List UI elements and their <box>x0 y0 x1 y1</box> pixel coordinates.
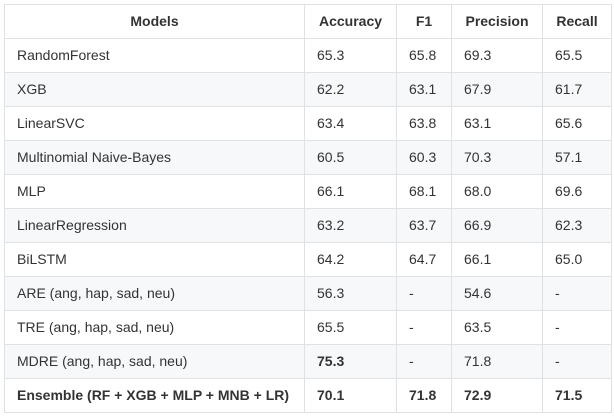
cell-accuracy: 62.2 <box>304 72 397 107</box>
cell-precision: 66.1 <box>451 242 543 277</box>
cell-recall: - <box>542 344 612 379</box>
cell-accuracy: 60.5 <box>304 140 397 175</box>
cell-precision: 63.5 <box>451 310 543 345</box>
cell-model: BiLSTM <box>4 242 305 277</box>
cell-f1: 64.7 <box>396 242 452 277</box>
cell-precision: 67.9 <box>451 72 543 107</box>
cell-recall: 57.1 <box>542 140 612 175</box>
cell-model: MLP <box>4 174 305 209</box>
cell-f1: 65.8 <box>396 38 452 73</box>
cell-recall: 65.5 <box>542 38 612 73</box>
table-row: TRE (ang, hap, sad, neu) 65.5 - 63.5 - <box>4 310 612 345</box>
cell-recall: 65.0 <box>542 242 612 277</box>
cell-f1: 60.3 <box>396 140 452 175</box>
cell-model: XGB <box>4 72 305 107</box>
cell-f1: 63.8 <box>396 106 452 141</box>
cell-precision: 68.0 <box>451 174 543 209</box>
cell-precision: 71.8 <box>451 344 543 379</box>
cell-precision: 69.3 <box>451 38 543 73</box>
cell-precision: 66.9 <box>451 208 543 243</box>
cell-accuracy: 56.3 <box>304 276 397 311</box>
cell-precision: 70.3 <box>451 140 543 175</box>
results-table: Models Accuracy F1 Precision Recall Rand… <box>4 4 612 413</box>
cell-recall: - <box>542 276 612 311</box>
cell-f1: 63.7 <box>396 208 452 243</box>
table-row: MLP 66.1 68.1 68.0 69.6 <box>4 174 612 209</box>
header-accuracy: Accuracy <box>304 4 397 39</box>
cell-precision: 63.1 <box>451 106 543 141</box>
cell-f1: - <box>396 276 452 311</box>
cell-accuracy: 66.1 <box>304 174 397 209</box>
cell-model: RandomForest <box>4 38 305 73</box>
cell-recall: 65.6 <box>542 106 612 141</box>
cell-accuracy: 64.2 <box>304 242 397 277</box>
cell-model: LinearRegression <box>4 208 305 243</box>
table-row: Multinomial Naive-Bayes 60.5 60.3 70.3 5… <box>4 140 612 175</box>
cell-recall: 61.7 <box>542 72 612 107</box>
table-row: RandomForest 65.3 65.8 69.3 65.5 <box>4 38 612 73</box>
table-row: LinearSVC 63.4 63.8 63.1 65.6 <box>4 106 612 141</box>
cell-f1: - <box>396 310 452 345</box>
cell-model: LinearSVC <box>4 106 305 141</box>
cell-recall: 71.5 <box>542 378 612 413</box>
table-row: MDRE (ang, hap, sad, neu) 75.3 - 71.8 - <box>4 344 612 379</box>
cell-accuracy: 63.4 <box>304 106 397 141</box>
cell-f1: - <box>396 344 452 379</box>
cell-accuracy: 63.2 <box>304 208 397 243</box>
header-f1: F1 <box>396 4 452 39</box>
cell-model: Ensemble (RF + XGB + MLP + MNB + LR) <box>4 378 305 413</box>
cell-model: ARE (ang, hap, sad, neu) <box>4 276 305 311</box>
header-row: Models Accuracy F1 Precision Recall <box>4 4 612 39</box>
cell-recall: - <box>542 310 612 345</box>
cell-model: Multinomial Naive-Bayes <box>4 140 305 175</box>
cell-f1: 63.1 <box>396 72 452 107</box>
table-row-ensemble: Ensemble (RF + XGB + MLP + MNB + LR) 70.… <box>4 378 612 413</box>
header-recall: Recall <box>542 4 612 39</box>
cell-model: TRE (ang, hap, sad, neu) <box>4 310 305 345</box>
table-row: XGB 62.2 63.1 67.9 61.7 <box>4 72 612 107</box>
cell-recall: 69.6 <box>542 174 612 209</box>
cell-precision: 54.6 <box>451 276 543 311</box>
cell-accuracy: 75.3 <box>304 344 397 379</box>
cell-precision: 72.9 <box>451 378 543 413</box>
cell-accuracy: 65.5 <box>304 310 397 345</box>
table-row: ARE (ang, hap, sad, neu) 56.3 - 54.6 - <box>4 276 612 311</box>
table-row: BiLSTM 64.2 64.7 66.1 65.0 <box>4 242 612 277</box>
cell-accuracy: 65.3 <box>304 38 397 73</box>
cell-accuracy: 70.1 <box>304 378 397 413</box>
cell-model: MDRE (ang, hap, sad, neu) <box>4 344 305 379</box>
table-row: LinearRegression 63.2 63.7 66.9 62.3 <box>4 208 612 243</box>
header-models: Models <box>4 4 305 39</box>
cell-recall: 62.3 <box>542 208 612 243</box>
cell-f1: 68.1 <box>396 174 452 209</box>
cell-f1: 71.8 <box>396 378 452 413</box>
header-precision: Precision <box>451 4 543 39</box>
